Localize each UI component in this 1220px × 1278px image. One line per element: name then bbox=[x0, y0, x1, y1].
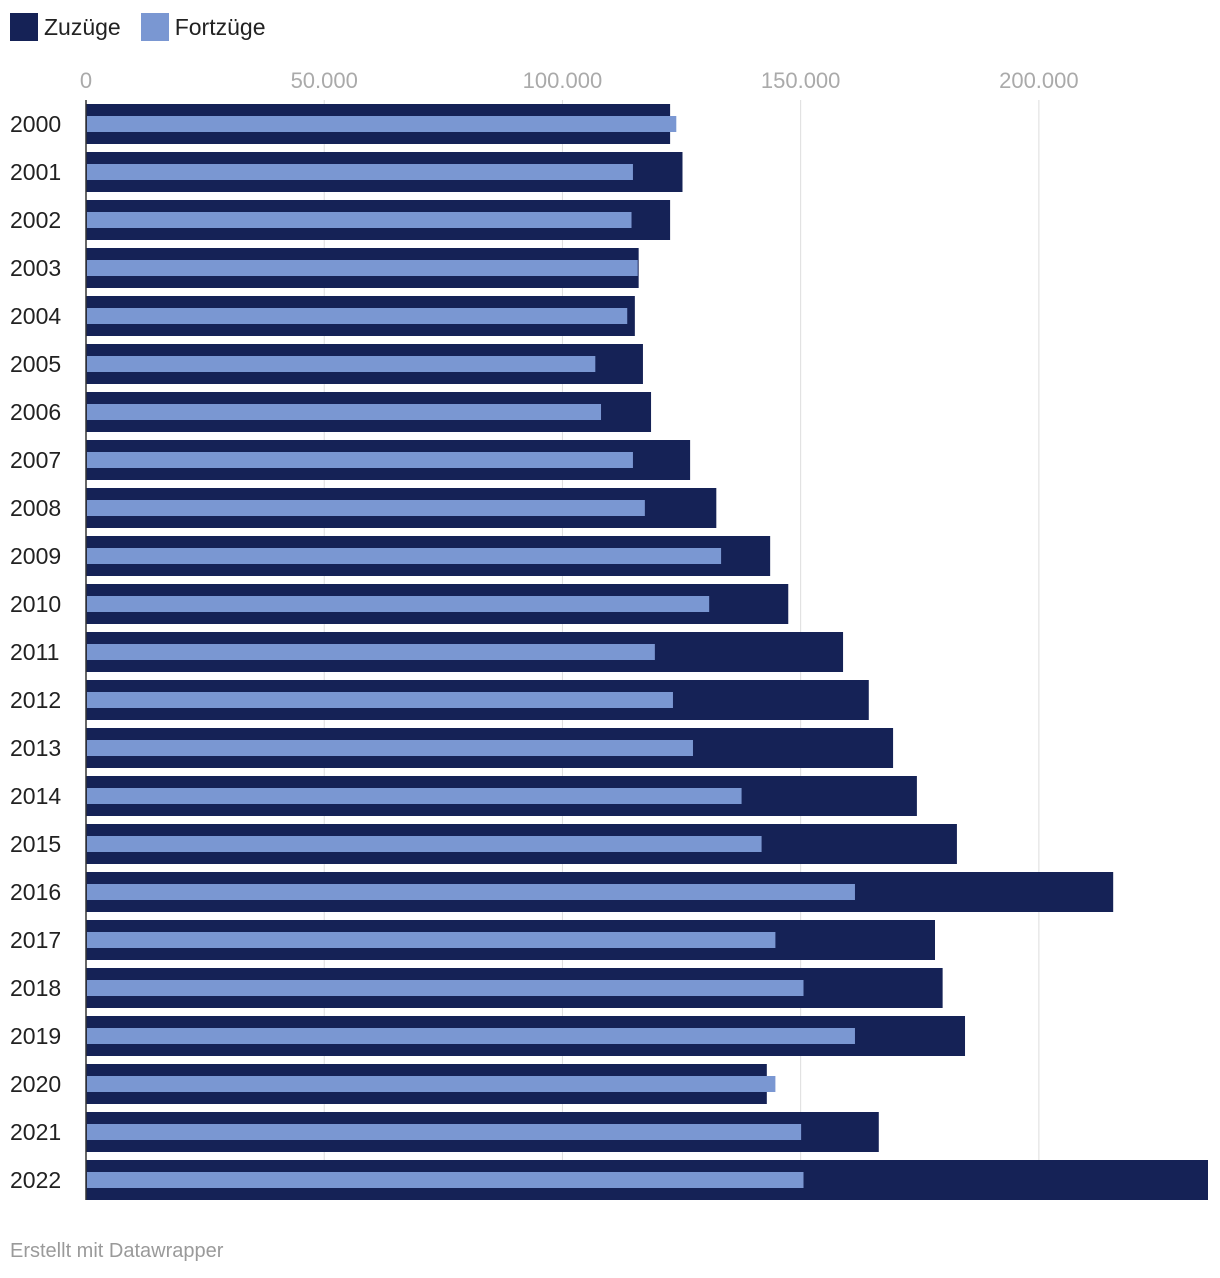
y-category-label: 2013 bbox=[10, 735, 61, 761]
legend-item-zuzuege: Zuzüge bbox=[10, 13, 121, 41]
bar-fortzuege bbox=[87, 1172, 804, 1188]
y-category-label: 2000 bbox=[10, 111, 61, 137]
y-category-label: 2008 bbox=[10, 495, 61, 521]
x-tick-label: 0 bbox=[80, 68, 92, 93]
y-category-label: 2021 bbox=[10, 1119, 61, 1145]
y-category-label: 2017 bbox=[10, 927, 61, 953]
bar-chart: 0 50.000 100.000 150.000 200.000 2000 2001 2002… bbox=[10, 68, 1208, 1200]
legend: Zuzüge Fortzüge bbox=[10, 10, 285, 44]
bar-fortzuege bbox=[87, 740, 693, 756]
bar-fortzuege bbox=[87, 212, 632, 228]
y-category-label: 2009 bbox=[10, 543, 61, 569]
y-category-label: 2004 bbox=[10, 303, 61, 329]
y-category-label: 2003 bbox=[10, 255, 61, 281]
legend-label-fortzuege: Fortzüge bbox=[174, 13, 266, 40]
bar-fortzuege bbox=[87, 404, 602, 420]
bar-fortzuege bbox=[87, 932, 776, 948]
y-category-label: 2012 bbox=[10, 687, 61, 713]
y-category-label: 2011 bbox=[10, 639, 59, 665]
bar-fortzuege bbox=[87, 836, 762, 852]
bar-fortzuege bbox=[87, 692, 673, 708]
legend-swatch-fortzuege bbox=[140, 13, 169, 41]
y-category-label: 2015 bbox=[10, 831, 61, 857]
bar-fortzuege bbox=[87, 980, 804, 996]
y-category-label: 2001 bbox=[10, 159, 61, 185]
bar-fortzuege bbox=[87, 164, 633, 180]
footer-credit: Erstellt mit Datawrapper bbox=[10, 1240, 224, 1262]
x-tick-label: 200.000 bbox=[999, 68, 1079, 93]
bar-fortzuege bbox=[87, 308, 628, 324]
bar-fortzuege bbox=[87, 596, 710, 612]
x-tick-label: 150.000 bbox=[761, 68, 841, 93]
y-category-label: 2007 bbox=[10, 447, 61, 473]
bar-fortzuege bbox=[87, 356, 596, 372]
bar-fortzuege bbox=[87, 1028, 855, 1044]
y-category-label: 2010 bbox=[10, 591, 61, 617]
legend-swatch-zuzuege bbox=[10, 13, 38, 41]
y-category-label: 2022 bbox=[10, 1167, 61, 1193]
y-category-label: 2005 bbox=[10, 351, 61, 377]
bar-fortzuege bbox=[87, 884, 855, 900]
y-category-label: 2018 bbox=[10, 975, 61, 1001]
y-category-label: 2020 bbox=[10, 1071, 61, 1097]
legend-item-fortzuege: Fortzüge bbox=[140, 13, 266, 41]
x-tick-label: 50.000 bbox=[291, 68, 358, 93]
bar-fortzuege bbox=[87, 452, 633, 468]
bar-fortzuege bbox=[87, 1076, 776, 1092]
y-category-label: 2016 bbox=[10, 879, 61, 905]
legend-label-zuzuege: Zuzüge bbox=[44, 13, 121, 40]
bar-fortzuege bbox=[87, 116, 677, 132]
y-category-label: 2014 bbox=[10, 783, 61, 809]
bar-fortzuege bbox=[87, 788, 742, 804]
y-category-label: 2019 bbox=[10, 1023, 61, 1049]
x-tick-label: 100.000 bbox=[523, 68, 603, 93]
y-category-label: 2002 bbox=[10, 207, 61, 233]
bar-fortzuege bbox=[87, 500, 645, 516]
bar-fortzuege bbox=[87, 1124, 802, 1140]
y-category-label: 2006 bbox=[10, 399, 61, 425]
bar-fortzuege bbox=[87, 644, 655, 660]
bar-fortzuege bbox=[87, 548, 722, 564]
bar-fortzuege bbox=[87, 260, 638, 276]
